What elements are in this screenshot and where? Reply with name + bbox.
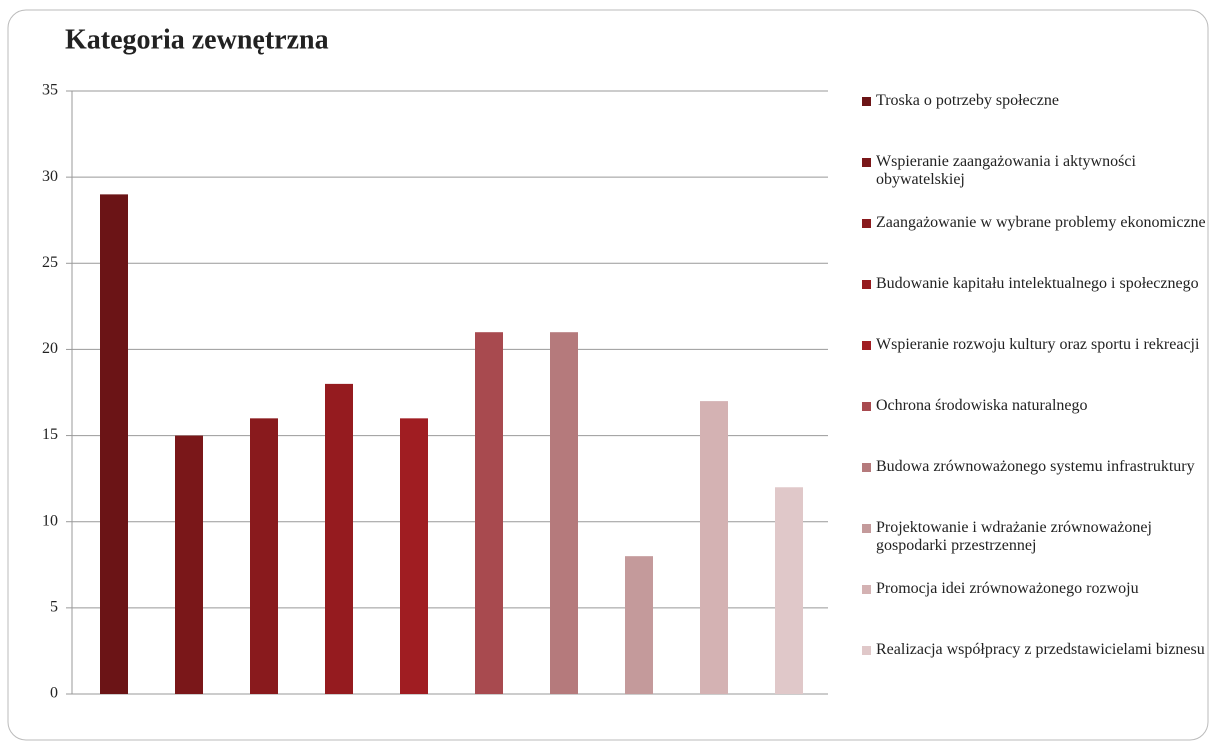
legend-entry: Budowa zrównoważonego systemu infrastruk… (862, 458, 1207, 476)
bar (775, 487, 803, 694)
frame (7, 9, 1209, 741)
legend-swatch (862, 463, 871, 472)
bar (625, 556, 653, 694)
legend-label: Wspieranie zaangażowania i aktywności ob… (876, 153, 1136, 188)
y-tick-label: 0 (50, 685, 58, 702)
legend-label: Projektowanie i wdrażanie zrównoważonej … (876, 519, 1152, 554)
legend-swatch (862, 524, 871, 533)
legend-entry: Wspieranie rozwoju kultury oraz sportu i… (862, 336, 1207, 354)
legend-label: Budowanie kapitału intelektualnego i spo… (876, 275, 1199, 292)
legend-label: Budowa zrównoważonego systemu infrastruk… (876, 458, 1195, 475)
y-tick-label: 20 (42, 340, 58, 357)
bar (700, 401, 728, 694)
legend-entry: Ochrona środowiska naturalnego (862, 397, 1207, 415)
legend-entry: Promocja idei zrównoważonego rozwoju (862, 580, 1207, 598)
y-tick-label: 10 (42, 512, 58, 529)
bar (250, 418, 278, 694)
bar (100, 194, 128, 694)
legend-entry: Troska o potrzeby społeczne (862, 92, 1207, 110)
legend-entry: Wspieranie zaangażowania i aktywności ob… (862, 153, 1207, 189)
legend-entry: Budowanie kapitału intelektualnego i spo… (862, 275, 1207, 293)
legend-swatch (862, 97, 871, 106)
legend-label: Realizacja współpracy z przedstawicielam… (876, 641, 1205, 658)
legend-label: Troska o potrzeby społeczne (876, 92, 1059, 109)
bar (475, 332, 503, 694)
legend-entry: Realizacja współpracy z przedstawicielam… (862, 641, 1207, 659)
bar (175, 435, 203, 694)
legend-label: Wspieranie rozwoju kultury oraz sportu i… (876, 336, 1200, 353)
legend-entry: Zaangażowanie w wybrane problemy ekonomi… (862, 214, 1207, 232)
legend-swatch (862, 646, 871, 655)
legend-label: Zaangażowanie w wybrane problemy ekonomi… (876, 214, 1206, 231)
legend-swatch (862, 158, 871, 167)
legend-swatch (862, 341, 871, 350)
legend-swatch (862, 219, 871, 228)
bar (400, 418, 428, 694)
legend-label: Promocja idei zrównoważonego rozwoju (876, 580, 1139, 597)
legend-swatch (862, 585, 871, 594)
legend-swatch (862, 280, 871, 289)
chart-title: Kategoria zewnętrzna (65, 24, 329, 55)
y-tick-label: 30 (42, 168, 58, 185)
bar (325, 383, 353, 694)
y-tick-label: 15 (42, 426, 58, 443)
legend-entry: Projektowanie i wdrażanie zrównoważonej … (862, 519, 1207, 555)
legend-swatch (862, 402, 871, 411)
y-tick-label: 25 (42, 254, 58, 271)
y-tick-label: 35 (42, 82, 58, 99)
y-tick-label: 5 (50, 599, 58, 616)
bar (550, 332, 578, 694)
legend-label: Ochrona środowiska naturalnego (876, 397, 1088, 414)
